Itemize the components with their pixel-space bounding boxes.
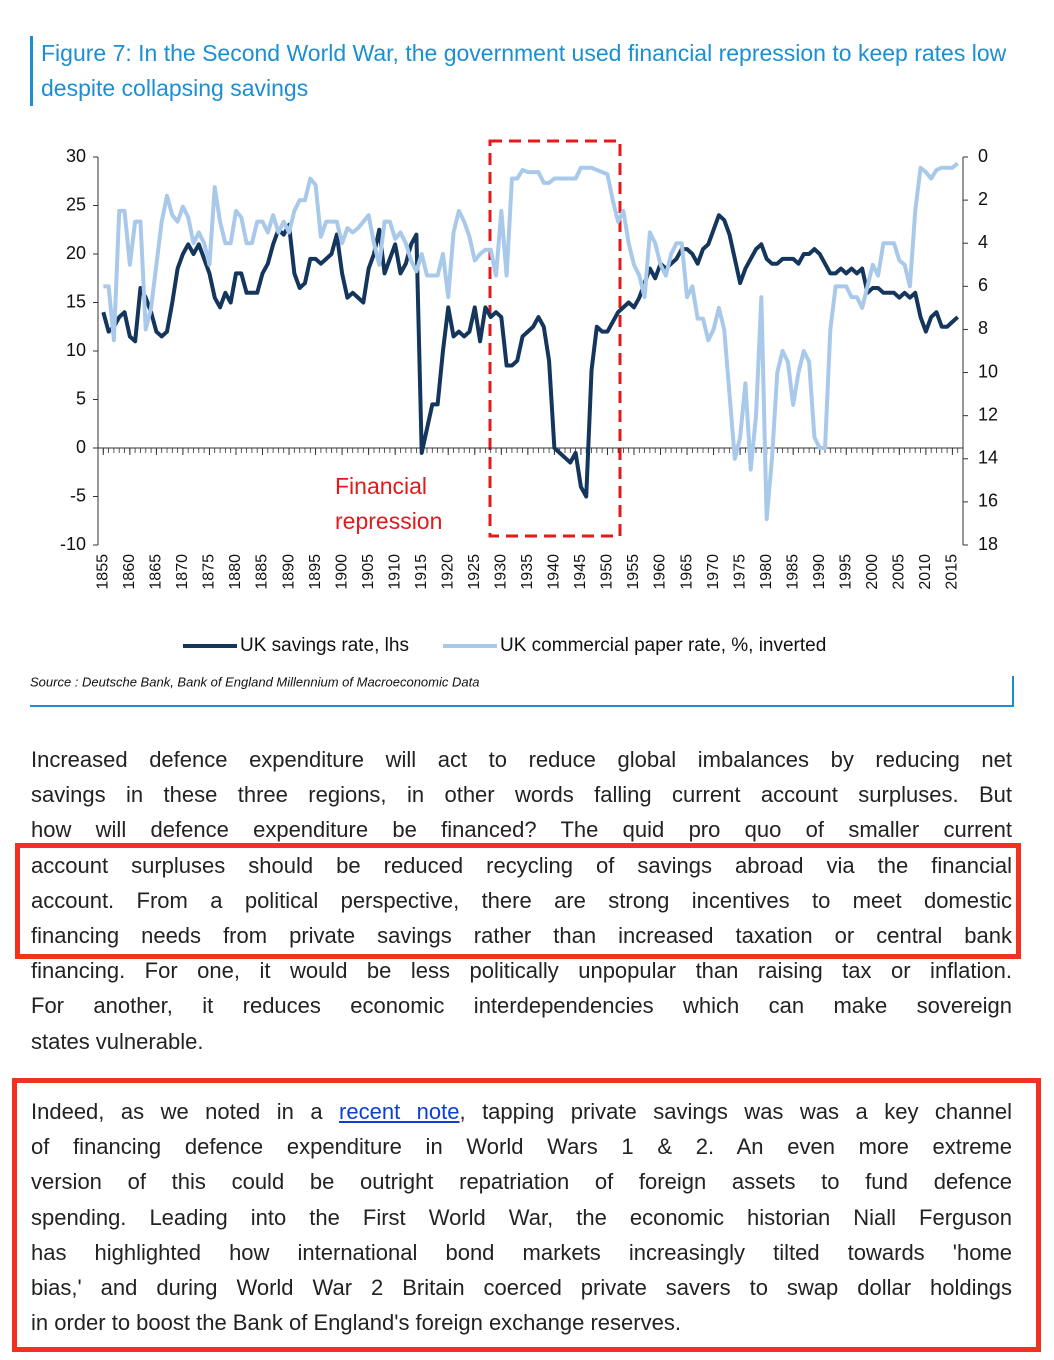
text-line: account surpluses should be reduced recy… xyxy=(31,852,1012,878)
x-tick-label: 1885 xyxy=(254,554,271,590)
text-line: spending. Leading into the First World W… xyxy=(31,1204,1012,1230)
paragraph: Indeed, as we noted in a recent note, ta… xyxy=(31,1094,1012,1340)
text-line: For another, it reduces economic interde… xyxy=(31,993,1012,1019)
annotation: Financial repression xyxy=(335,473,443,534)
text-line: states vulnerable. xyxy=(31,1028,204,1054)
x-tick-label: 1925 xyxy=(466,554,483,590)
text-line: Indeed, as we noted in a recent note, ta… xyxy=(31,1094,1012,1129)
y-tick-label: 10 xyxy=(66,340,86,360)
text-line: savings in these three regions, in other… xyxy=(31,782,1012,808)
x-tick-label: 1900 xyxy=(333,554,350,590)
x-tick-label: 1895 xyxy=(307,554,324,590)
y2-tick-label: 16 xyxy=(978,491,998,511)
series-line xyxy=(101,213,960,499)
highlight-box xyxy=(15,843,1021,959)
x-tick-label: 1890 xyxy=(280,554,297,590)
x-tick-label: 1860 xyxy=(121,554,138,590)
x-tick-label: 1940 xyxy=(546,554,563,590)
legend-label: UK savings rate, lhs xyxy=(240,635,409,656)
text-line: account. From a political perspective, t… xyxy=(31,887,1012,913)
x-tick-label: 1990 xyxy=(811,554,828,590)
text-segment: , tapping private savings was was a key … xyxy=(459,1099,1012,1124)
x-tick-label: 2015 xyxy=(944,554,961,590)
y2-tick-label: 10 xyxy=(978,361,998,381)
link[interactable]: recent note xyxy=(339,1099,460,1124)
y2-tick-label: 4 xyxy=(978,232,988,252)
text-line: how will defence expenditure be financed… xyxy=(31,817,1012,843)
x-tick-label: 2005 xyxy=(891,554,908,590)
y-tick-label: 30 xyxy=(66,146,86,166)
paragraph: Increased defence expenditure will act t… xyxy=(31,742,1012,1059)
y2-tick-label: 18 xyxy=(978,534,998,554)
y-tick-label: 5 xyxy=(76,388,86,408)
chart-title: Figure 7: In the Second World War, the g… xyxy=(30,36,1026,106)
y2-tick-label: 14 xyxy=(978,448,998,468)
highlight-box xyxy=(488,139,622,538)
x-tick-label: 2000 xyxy=(864,554,881,590)
text-segment: Indeed, as we noted in a xyxy=(31,1099,340,1124)
x-tick-label: 1945 xyxy=(572,554,589,590)
x-tick-label: 1995 xyxy=(837,554,854,590)
text-line: of financing defence expenditure in Worl… xyxy=(31,1134,1012,1160)
x-tick-label: 1935 xyxy=(519,554,536,590)
x-tick-label: 1865 xyxy=(148,554,165,590)
y-tick-label: 15 xyxy=(66,291,86,311)
x-tick-label: 1965 xyxy=(678,554,695,590)
text-line: Increased defence expenditure will act t… xyxy=(31,747,1012,772)
x-tick-label: 1875 xyxy=(201,554,218,590)
y2-tick-label: 8 xyxy=(978,318,988,338)
x-tick-label: 1950 xyxy=(599,554,616,590)
highlight-box xyxy=(12,1078,1041,1352)
text-line: financing. For one, it would be less pol… xyxy=(31,958,1012,984)
x-tick-label: 1920 xyxy=(439,554,456,590)
text-line: financing needs from private savings rat… xyxy=(31,923,1012,949)
x-tick-label: 1985 xyxy=(784,554,801,590)
legend-label: UK commercial paper rate, %, inverted xyxy=(500,635,826,656)
x-tick-label: 1970 xyxy=(705,554,722,590)
y2-tick-label: 6 xyxy=(978,275,988,295)
x-tick-label: 1905 xyxy=(360,554,377,590)
text-line: version of this could be outright repatr… xyxy=(31,1169,1012,1195)
text-line: has highlighted how international bond m… xyxy=(31,1239,1012,1265)
x-tick-label: 1960 xyxy=(652,554,669,590)
x-tick-label: 1915 xyxy=(413,554,430,590)
text-line: in order to boost the Bank of England's … xyxy=(31,1310,681,1336)
x-tick-label: 1980 xyxy=(758,554,775,590)
y-tick-label: 20 xyxy=(66,243,86,263)
x-tick-label: 1955 xyxy=(625,554,642,590)
text-line: bias,' and during World War 2 Britain co… xyxy=(31,1275,1012,1301)
y2-tick-label: 2 xyxy=(978,189,988,209)
x-tick-label: 1930 xyxy=(493,554,510,590)
x-tick-label: 1880 xyxy=(227,554,244,590)
x-tick-label: 1870 xyxy=(174,554,191,590)
y-tick-label: 25 xyxy=(66,194,86,214)
y-tick-label: -10 xyxy=(60,534,86,554)
x-tick-label: 1975 xyxy=(731,554,748,590)
x-tick-label: 2010 xyxy=(917,554,934,590)
y-tick-label: 0 xyxy=(76,437,86,457)
x-tick-label: 1910 xyxy=(386,554,403,590)
y-tick-label: -5 xyxy=(70,485,86,505)
y2-tick-label: 0 xyxy=(978,146,988,166)
chart: Source : Deutsche Bank, Bank of England … xyxy=(30,139,1014,707)
series-line xyxy=(103,161,959,522)
x-tick-label: 1855 xyxy=(95,554,112,590)
y2-tick-label: 12 xyxy=(978,404,998,424)
minor-ticks xyxy=(97,448,964,453)
source: Source : Deutsche Bank, Bank of England … xyxy=(30,674,479,689)
